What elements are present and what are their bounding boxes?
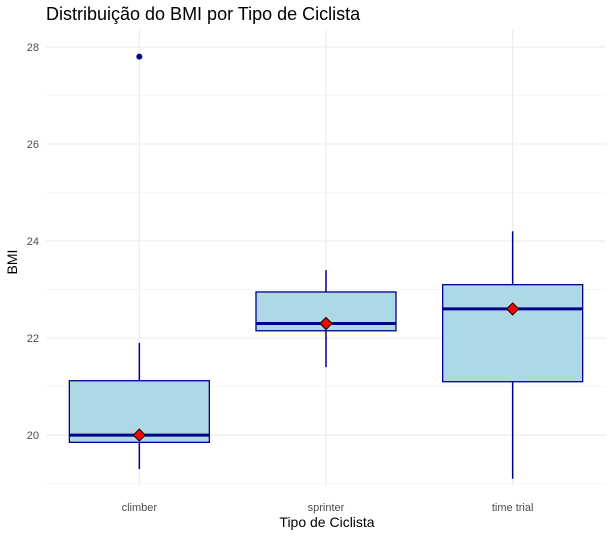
y-tick-label: 28 <box>27 42 39 54</box>
y-tick-label: 26 <box>27 139 39 151</box>
mean-marker <box>132 428 147 442</box>
x-tick-label: time trial <box>492 502 534 514</box>
y-tick-label: 24 <box>27 236 39 248</box>
x-tick-label: climber <box>122 502 158 514</box>
y-tick-label: 22 <box>27 333 39 345</box>
box-time-trial <box>442 231 584 479</box>
x-axis-title: Tipo de Ciclista <box>279 514 374 530</box>
box-sprinter <box>255 270 397 368</box>
x-tick-label: sprinter <box>308 502 345 514</box>
x-axis-tick-labels: climber sprinter time trial <box>122 502 534 514</box>
box-series <box>68 53 584 479</box>
box-iqr <box>442 284 584 383</box>
y-axis-title: BMI <box>4 250 20 275</box>
box-climber <box>68 53 210 470</box>
y-tick-label: 20 <box>27 430 39 442</box>
chart-title: Distribuição do BMI por Tipo de Ciclista <box>46 4 361 24</box>
mean-marker <box>319 316 333 331</box>
outlier-point <box>136 53 143 60</box>
y-axis-tick-labels: 20 22 24 26 28 <box>27 42 39 442</box>
mean-marker <box>505 302 520 316</box>
